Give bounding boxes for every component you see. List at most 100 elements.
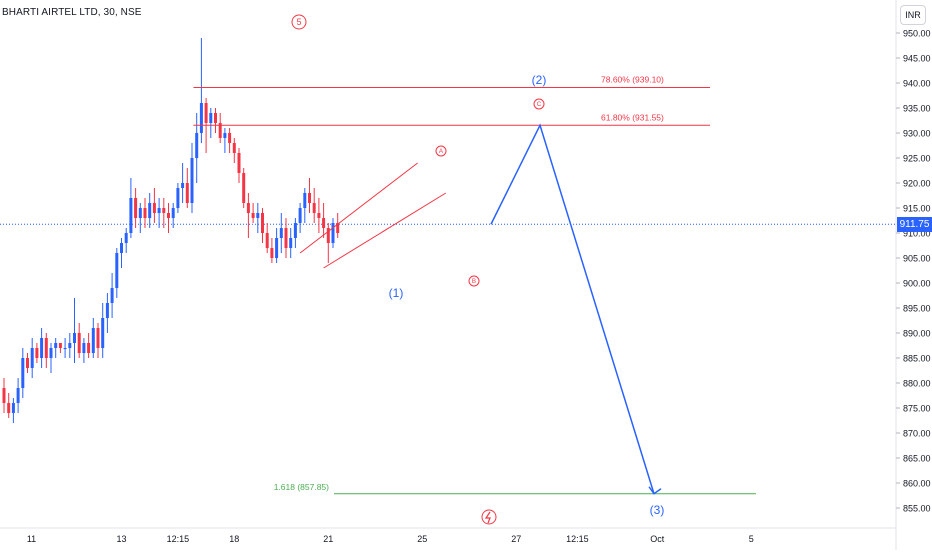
candle-body: [44, 338, 48, 358]
candle-body: [115, 253, 119, 288]
time-axis-label: 5: [749, 534, 754, 544]
price-axis-label: 870.00: [903, 429, 931, 439]
candle-body: [322, 218, 326, 228]
candle-body: [77, 333, 81, 353]
candle-body: [120, 243, 123, 253]
price-axis-label: 915.00: [903, 204, 931, 214]
time-axis-label: 18: [229, 534, 239, 544]
time-axis-label: 12:15: [566, 534, 589, 544]
candle-body: [21, 358, 25, 388]
candle-body: [331, 223, 335, 243]
candle-body: [143, 208, 147, 218]
candle-body: [232, 143, 236, 153]
candle-body: [167, 213, 170, 218]
candle-body: [87, 343, 91, 353]
wave-labels: 5 A B C (1) (2) (3): [291, 14, 665, 525]
candle-body: [270, 248, 274, 258]
price-axis-label: 885.00: [903, 354, 931, 364]
candle-body: [326, 228, 330, 243]
wave-c-label: C: [537, 101, 542, 108]
candle-body: [54, 343, 58, 348]
candle-body: [261, 213, 264, 233]
candle-body: [185, 183, 189, 203]
candle-body: [298, 208, 302, 223]
candle-body: [68, 343, 72, 348]
candle-body: [96, 328, 100, 348]
candle-body: [101, 318, 105, 348]
wave-b-label: B: [472, 278, 476, 285]
price-axis-label: 855.00: [903, 504, 931, 514]
candle-body: [336, 223, 340, 233]
wave-2-label: (2): [532, 73, 547, 87]
candle-body: [35, 348, 39, 358]
price-axis-label: 930.00: [903, 129, 931, 139]
candle-body: [105, 303, 109, 318]
candle-body: [152, 203, 156, 213]
candle-body: [63, 348, 67, 349]
price-axis-label: 940.00: [903, 79, 931, 89]
wave-5-label: 5: [297, 17, 302, 27]
wave-3-label: (3): [650, 503, 665, 517]
candle-body: [16, 388, 20, 403]
price-axis-label: 910.00: [903, 229, 931, 239]
candle-body: [58, 343, 62, 348]
candle-body: [199, 103, 203, 133]
candle-body: [171, 208, 175, 218]
time-axis-label: 12:15: [167, 534, 190, 544]
candle-body: [30, 348, 34, 368]
candle-body: [204, 103, 208, 123]
candle-body: [91, 328, 95, 353]
price-axis-label: 890.00: [903, 329, 931, 339]
target-level-label: 1.618 (857.85): [274, 482, 329, 492]
candle-body: [265, 233, 269, 248]
price-axis-label: 905.00: [903, 254, 931, 264]
currency-badge[interactable]: INR: [900, 5, 926, 25]
candle-body: [279, 228, 283, 238]
price-axis-label: 875.00: [903, 404, 931, 414]
price-axis[interactable]: 950.00 945.00 940.00 935.00 930.00 925.00 920.…: [896, 29, 931, 514]
price-axis-label: 900.00: [903, 279, 931, 289]
wave-projection: [490, 123, 662, 495]
candle-body: [223, 133, 227, 138]
candle-body: [40, 338, 44, 358]
candle-body: [110, 288, 114, 303]
time-axis-label: Oct: [650, 534, 665, 544]
price-axis-label: 895.00: [903, 304, 931, 314]
candle-body: [138, 208, 142, 218]
lightning-icon: [484, 511, 491, 524]
candle-body: [242, 173, 246, 203]
time-axis-label: 27: [511, 534, 521, 544]
candle-body: [228, 133, 232, 143]
candle-body: [312, 203, 316, 213]
candle-body: [157, 208, 161, 213]
candle-body: [7, 403, 11, 413]
wave-a-label-circle: [435, 145, 447, 157]
event-marker-circle: [481, 509, 497, 525]
projection-path: [490, 123, 655, 494]
candle-body: [73, 333, 76, 343]
last-price-badge: 911.75: [897, 217, 932, 232]
candle-body: [209, 113, 213, 123]
candle-body: [181, 183, 185, 188]
price-axis-label: 950.00: [903, 29, 931, 39]
candle-body: [256, 213, 260, 218]
candle-body: [134, 198, 138, 218]
price-axis-label: 880.00: [903, 379, 931, 389]
wave-1-label: (1): [389, 286, 404, 300]
candle-body: [289, 238, 293, 248]
candle-body: [176, 188, 180, 208]
candle-body: [275, 238, 279, 258]
candle-body: [195, 133, 199, 158]
projection-arrowhead: [648, 486, 662, 495]
candle-body: [2, 388, 6, 403]
wave-a-label: A: [439, 148, 444, 155]
candle-body: [49, 348, 53, 358]
time-axis-label: 25: [417, 534, 427, 544]
time-axis[interactable]: 11 13 12:15 18 21 25 27 12:15 Oct 5: [27, 534, 754, 544]
candle-body: [129, 198, 133, 233]
target-level: 1.618 (857.85): [274, 482, 756, 495]
candle-body: [11, 403, 15, 413]
chart-title: BHARTI AIRTEL LTD, 30, NSE: [2, 7, 142, 18]
